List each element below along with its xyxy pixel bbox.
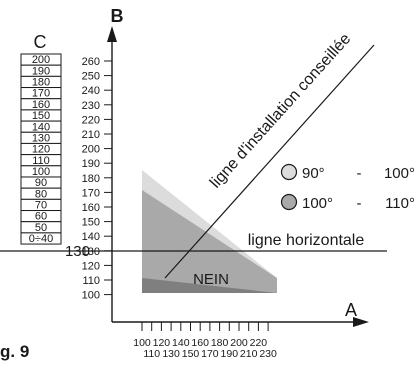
axis-b-arrow	[107, 26, 117, 42]
axis-b-tick-label: 140	[82, 231, 100, 243]
legend-sep: -	[357, 195, 362, 212]
axis-a-tick-label-bottom: 130	[162, 348, 180, 360]
axis-a-label: A	[345, 300, 357, 320]
axis-b-tick-label: 100	[82, 290, 100, 302]
scale-c-cell-label: 80	[35, 188, 47, 200]
axis-a-tick-label-bottom: 210	[240, 348, 258, 360]
legend: 90° - 100° 100° - 110°	[280, 163, 415, 212]
axis-a-tick-label-bottom: 190	[221, 348, 239, 360]
zone-100-110	[142, 190, 277, 293]
legend-from: 90°	[302, 165, 325, 182]
axis-a-tick-label-bottom: 170	[201, 348, 219, 360]
axis-a-tick-label-bottom: 150	[182, 348, 200, 360]
axis-a-ticks: 100 120 140 160 180 200 220 110 130 150 170 190 210 2…	[133, 322, 277, 360]
scale-c-cell-label: 100	[32, 166, 50, 178]
scale-c-cell-label: 160	[32, 99, 50, 111]
axis-b-tick-label: 200	[82, 144, 100, 156]
axis-b-tick-label: 180	[82, 173, 100, 185]
scale-c-cell-label: 200	[32, 54, 50, 66]
axis-b-tick-label: 230	[82, 100, 100, 112]
axis-a-tick-label-top: 140	[172, 337, 190, 349]
scale-c-cell-label: 0÷40	[29, 233, 53, 245]
axis-b-tick-label: 250	[82, 71, 100, 83]
marker-value-130: 130	[65, 243, 90, 260]
legend-sep: -	[357, 165, 362, 182]
axis-b-tick-label: 210	[82, 129, 100, 141]
scale-c-cell-label: 120	[32, 144, 50, 156]
scale-c-cell-label: 130	[32, 132, 50, 144]
axis-b-tick-label: 240	[82, 85, 100, 97]
recommended-line-label: ligne d'installation conseillée	[207, 30, 354, 191]
scale-c-cell	[20, 232, 62, 245]
axis-a-tick-label-top: 120	[153, 337, 171, 349]
axis-b-ticks: 260 250 240 230 220 210 200 190 180 170 160 150 140 1…	[82, 56, 112, 302]
scale-c-cell-label: 150	[32, 110, 50, 122]
legend-swatch	[280, 193, 298, 211]
axis-b-tick-label: 120	[82, 260, 100, 272]
scale-c-cell-label: 50	[35, 222, 47, 234]
axis-a-tick-label-top: 180	[211, 337, 229, 349]
scale-c-cell-label: 60	[35, 211, 47, 223]
scale-c-cell-label: 180	[32, 77, 50, 89]
axis-a-tick-label-top: 100	[133, 337, 151, 349]
axis-a-tick-label-bottom: 230	[259, 348, 277, 360]
legend-to: 110°	[385, 195, 415, 212]
axis-a-tick-label-bottom: 110	[143, 348, 160, 360]
axis-a-arrow	[353, 317, 369, 327]
axis-b-tick-label: 260	[82, 56, 100, 68]
axis-b-tick-label: 220	[82, 114, 100, 126]
recommended-line	[164, 44, 375, 279]
scale-c-cell-label: 170	[32, 88, 50, 100]
axis-b-label: B	[111, 6, 124, 26]
axis-a-tick-label-top: 160	[191, 337, 209, 349]
scale-c-table: 2001901801701601501401301201101009080706…	[20, 53, 62, 245]
axis-a-tick-label-top: 220	[250, 337, 268, 349]
scale-c-cell-label: 190	[32, 65, 50, 77]
nein-zone	[142, 278, 277, 293]
scale-c-cell-label: 70	[35, 200, 47, 212]
axis-b-tick-label: 130	[82, 246, 100, 258]
axis-b-tick-label: 160	[82, 202, 100, 214]
figure-label: g. 9	[0, 342, 29, 361]
axis-b-tick-label: 110	[82, 275, 100, 287]
scale-c-cell-label: 110	[32, 155, 50, 167]
scale-c-cell-label: 90	[35, 177, 47, 189]
legend-swatch	[280, 163, 298, 181]
horizontal-line-label: ligne horizontale	[248, 232, 365, 249]
axis-b-tick-label: 190	[82, 158, 100, 170]
scale-c-cell-label: 140	[32, 121, 50, 133]
axis-b-tick-label: 170	[82, 187, 100, 199]
axis-a-tick-label-top: 200	[230, 337, 248, 349]
scale-c-label: C	[34, 32, 47, 52]
axis-b-tick-label: 150	[82, 217, 100, 229]
legend-to: 100°	[384, 165, 415, 182]
nein-label: NEIN	[193, 271, 229, 288]
legend-from: 100°	[302, 195, 333, 212]
